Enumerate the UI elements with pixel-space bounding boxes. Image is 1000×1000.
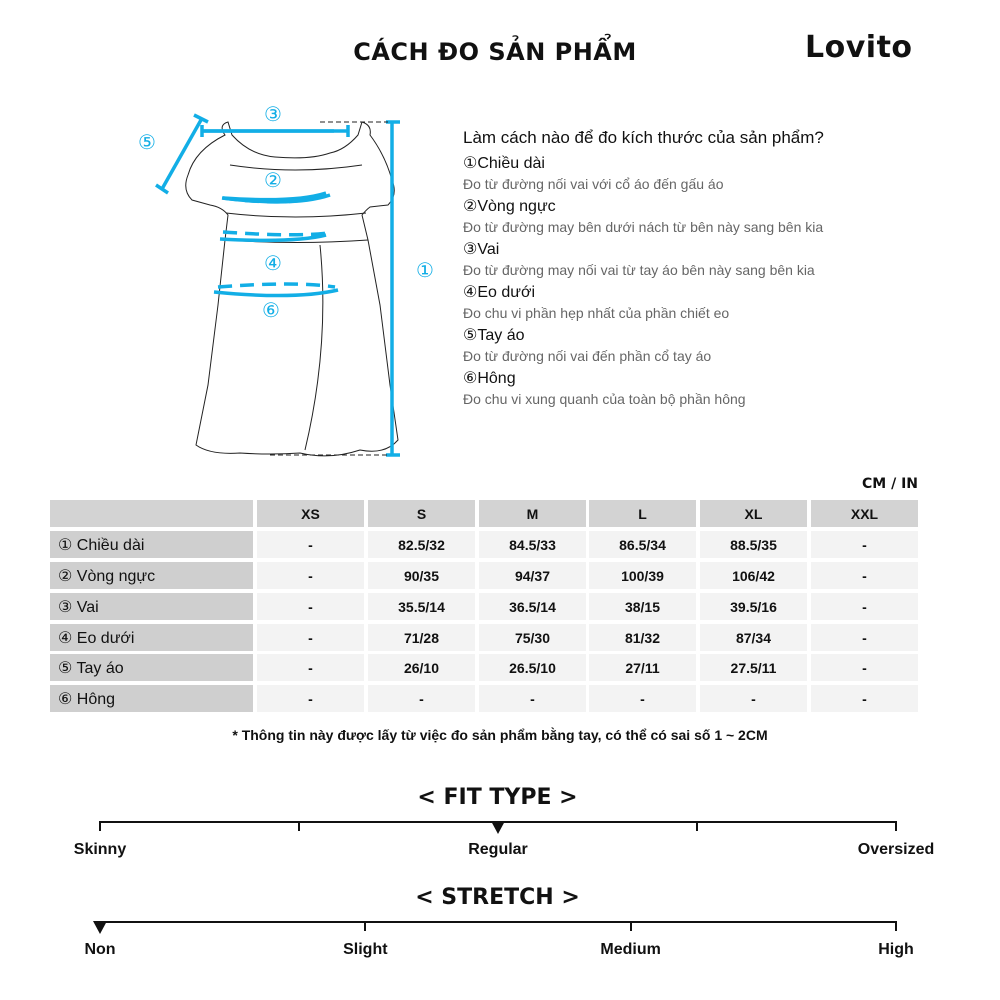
column-header-l: L (589, 500, 696, 527)
table-cell: 100/39 (589, 562, 696, 589)
guide-item-description: Đo từ đường may bên dưới nách từ bên này… (463, 219, 824, 235)
guide-item-description: Đo từ đường nối vai với cổ áo đến gấu áo (463, 176, 724, 192)
guide-item-description: Đo chu vi phần hẹp nhất của phần chiết e… (463, 305, 730, 321)
stretch-tick (629, 921, 632, 931)
table-cell: - (811, 654, 918, 681)
diagram-label-6: ⑥ (262, 298, 280, 322)
table-cell: 75/30 (479, 624, 586, 651)
table-cell: 87/34 (700, 624, 807, 651)
table-cell: 35.5/14 (368, 593, 475, 620)
table-cell: - (479, 685, 586, 712)
fit-type-title: < FIT TYPE > (417, 785, 578, 810)
stretch-level-label: Slight (343, 941, 388, 958)
table-cell: 27.5/11 (700, 654, 807, 681)
fit_type-tick (298, 821, 300, 831)
table-cell: - (589, 685, 696, 712)
table-cell: 39.5/16 (700, 593, 807, 620)
row-label: ② Vòng ngực (50, 562, 253, 589)
table-cell: - (700, 685, 807, 712)
row-label: ④ Eo dưới (50, 624, 253, 651)
guide-item-title: ①Chiều dài (463, 155, 545, 172)
table-cell: 86.5/34 (589, 531, 696, 558)
stretch-level-label: High (878, 941, 914, 958)
table-cell: 90/35 (368, 562, 475, 589)
table-cell: - (368, 685, 475, 712)
row-label: ③ Vai (50, 593, 253, 620)
table-cell: - (257, 562, 364, 589)
table-cell: - (811, 531, 918, 558)
stretch-tick (895, 921, 897, 931)
column-header-s: S (368, 500, 475, 527)
column-header-xxl: XXL (811, 500, 918, 527)
fit_type-tick (696, 821, 698, 831)
fit_type-tick (99, 821, 101, 831)
guide-item-description: Đo chu vi xung quanh của toàn bộ phần hô… (463, 391, 746, 407)
fit_type-level-label: Oversized (857, 841, 935, 858)
table-cell: - (811, 593, 918, 620)
stretch-line (99, 921, 897, 923)
fit_type-tick (895, 821, 897, 831)
table-cell: - (257, 624, 364, 651)
table-cell: 106/42 (700, 562, 807, 589)
unit-label: CM / IN (862, 476, 918, 492)
page-title: CÁCH ĐO SẢN PHẨM (353, 38, 637, 66)
diagram-label-3: ③ (264, 102, 282, 126)
table-cell: 27/11 (589, 654, 696, 681)
brand-logo: Lovito (805, 30, 913, 65)
table-cell: - (811, 685, 918, 712)
table-cell: 88.5/35 (700, 531, 807, 558)
diagram-label-1: ① (416, 258, 434, 282)
table-cell: 26/10 (368, 654, 475, 681)
table-cell: 94/37 (479, 562, 586, 589)
fit_type-level-label: Regular (468, 841, 528, 858)
guide-item-description: Đo từ đường nối vai đến phần cổ tay áo (463, 348, 712, 364)
guide-item-description: Đo từ đường may nối vai từ tay áo bên nà… (463, 262, 815, 278)
table-cell: 84.5/33 (479, 531, 586, 558)
guide-item-title: ③Vai (463, 241, 500, 258)
table-cell: 81/32 (589, 624, 696, 651)
row-label: ⑤ Tay áo (50, 654, 253, 681)
measurement-guide: Làm cách nào để đo kích thước của sản ph… (463, 128, 923, 412)
table-cell: 36.5/14 (479, 593, 586, 620)
diagram-label-4: ④ (264, 251, 282, 275)
table-cell: - (257, 593, 364, 620)
stretch-level-label: Non (84, 941, 116, 958)
column-header-xl: XL (700, 500, 807, 527)
guide-item-title: ②Vòng ngực (463, 198, 556, 215)
table-cell: 38/15 (589, 593, 696, 620)
table-cell: - (257, 531, 364, 558)
table-cell: - (811, 562, 918, 589)
guide-item-title: ⑤Tay áo (463, 327, 525, 344)
stretch-marker-icon (93, 921, 107, 934)
fit_type-marker-icon (491, 821, 505, 834)
table-cell: 71/28 (368, 624, 475, 651)
stretch-tick (364, 921, 367, 931)
table-header-corner (50, 500, 253, 527)
diagram-label-5: ⑤ (138, 130, 156, 154)
measurement-note: * Thông tin này được lấy từ việc đo sản … (232, 727, 768, 743)
fit_type-level-label: Skinny (73, 841, 127, 858)
guide-question: Làm cách nào để đo kích thước của sản ph… (463, 128, 824, 147)
stretch-title: < STRETCH > (415, 885, 580, 910)
column-header-m: M (479, 500, 586, 527)
stretch-level-label: Medium (600, 941, 661, 958)
column-header-xs: XS (257, 500, 364, 527)
table-cell: - (257, 654, 364, 681)
table-cell: 82.5/32 (368, 531, 475, 558)
diagram-label-2: ② (264, 168, 282, 192)
guide-item-title: ④Eo dưới (463, 284, 536, 301)
dress-measurement-diagram: ③ ⑤ ② ④ ⑥ ① (138, 102, 434, 457)
row-label: ⑥ Hông (50, 685, 253, 712)
guide-item-title: ⑥Hông (463, 370, 516, 387)
table-cell: - (811, 624, 918, 651)
table-cell: 26.5/10 (479, 654, 586, 681)
table-cell: - (257, 685, 364, 712)
row-label: ① Chiều dài (50, 531, 253, 558)
